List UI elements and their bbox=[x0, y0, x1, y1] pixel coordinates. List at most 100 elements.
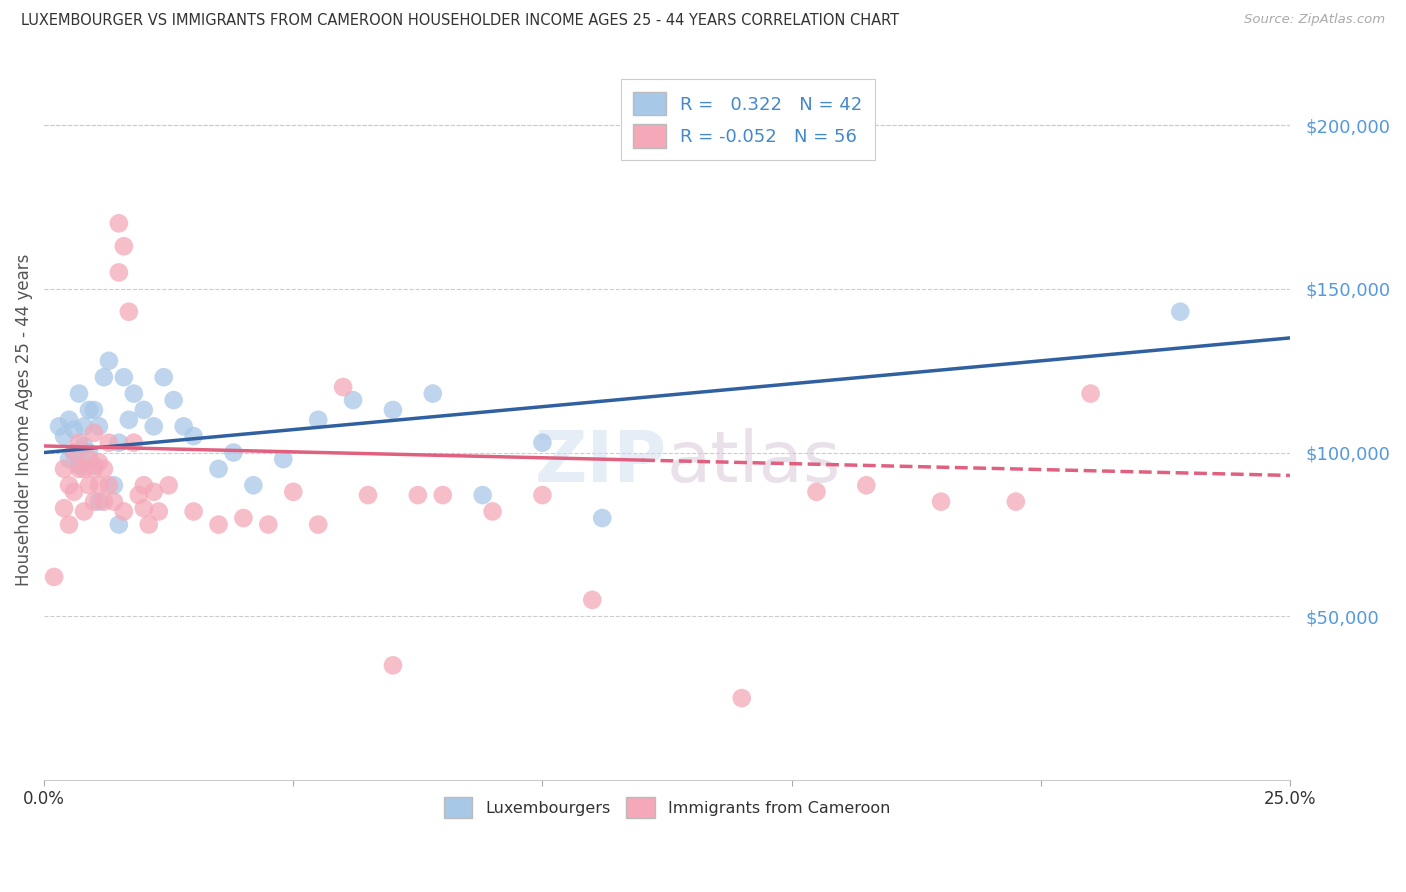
Point bbox=[855, 478, 877, 492]
Point bbox=[929, 494, 952, 508]
Point bbox=[93, 494, 115, 508]
Point bbox=[87, 419, 110, 434]
Point bbox=[332, 380, 354, 394]
Point bbox=[97, 478, 120, 492]
Point bbox=[242, 478, 264, 492]
Point bbox=[381, 658, 404, 673]
Y-axis label: Householder Income Ages 25 - 44 years: Householder Income Ages 25 - 44 years bbox=[15, 253, 32, 586]
Point bbox=[122, 386, 145, 401]
Point bbox=[142, 484, 165, 499]
Point bbox=[77, 403, 100, 417]
Point bbox=[406, 488, 429, 502]
Point bbox=[87, 478, 110, 492]
Point bbox=[63, 445, 86, 459]
Point bbox=[1168, 304, 1191, 318]
Point bbox=[58, 452, 80, 467]
Point bbox=[112, 239, 135, 253]
Point bbox=[108, 435, 131, 450]
Point bbox=[73, 462, 96, 476]
Point bbox=[381, 403, 404, 417]
Point bbox=[77, 452, 100, 467]
Point bbox=[1080, 386, 1102, 401]
Point bbox=[283, 484, 305, 499]
Point bbox=[67, 386, 90, 401]
Point bbox=[152, 370, 174, 384]
Point bbox=[87, 455, 110, 469]
Point bbox=[87, 494, 110, 508]
Point bbox=[48, 419, 70, 434]
Point bbox=[97, 435, 120, 450]
Point bbox=[83, 425, 105, 440]
Point bbox=[307, 413, 329, 427]
Point bbox=[806, 484, 828, 499]
Point bbox=[83, 458, 105, 473]
Legend: Luxembourgers, Immigrants from Cameroon: Luxembourgers, Immigrants from Cameroon bbox=[436, 789, 898, 826]
Point bbox=[432, 488, 454, 502]
Point bbox=[67, 458, 90, 473]
Point bbox=[128, 488, 150, 502]
Point bbox=[531, 435, 554, 450]
Text: Source: ZipAtlas.com: Source: ZipAtlas.com bbox=[1244, 13, 1385, 27]
Point bbox=[142, 419, 165, 434]
Point bbox=[97, 354, 120, 368]
Point bbox=[118, 413, 141, 427]
Point bbox=[63, 423, 86, 437]
Point bbox=[422, 386, 444, 401]
Point bbox=[108, 216, 131, 230]
Point bbox=[58, 413, 80, 427]
Point bbox=[132, 403, 155, 417]
Point bbox=[581, 592, 603, 607]
Point bbox=[307, 517, 329, 532]
Point bbox=[183, 429, 205, 443]
Point bbox=[132, 501, 155, 516]
Point bbox=[232, 511, 254, 525]
Point bbox=[271, 452, 294, 467]
Text: LUXEMBOURGER VS IMMIGRANTS FROM CAMEROON HOUSEHOLDER INCOME AGES 25 - 44 YEARS C: LUXEMBOURGER VS IMMIGRANTS FROM CAMEROON… bbox=[21, 13, 900, 29]
Point bbox=[63, 445, 86, 459]
Point bbox=[83, 403, 105, 417]
Point bbox=[42, 570, 65, 584]
Point bbox=[163, 393, 186, 408]
Point bbox=[63, 484, 86, 499]
Point bbox=[73, 419, 96, 434]
Point bbox=[103, 494, 125, 508]
Point bbox=[173, 419, 195, 434]
Point bbox=[1004, 494, 1026, 508]
Point bbox=[731, 691, 754, 706]
Point bbox=[257, 517, 280, 532]
Point bbox=[148, 504, 170, 518]
Point bbox=[112, 504, 135, 518]
Point bbox=[103, 478, 125, 492]
Point bbox=[77, 445, 100, 459]
Point bbox=[73, 504, 96, 518]
Text: ZIP: ZIP bbox=[534, 428, 666, 498]
Point bbox=[93, 370, 115, 384]
Point bbox=[342, 393, 364, 408]
Point bbox=[58, 517, 80, 532]
Point bbox=[122, 435, 145, 450]
Point bbox=[112, 370, 135, 384]
Point bbox=[138, 517, 160, 532]
Point bbox=[531, 488, 554, 502]
Point bbox=[471, 488, 494, 502]
Point bbox=[83, 462, 105, 476]
Point bbox=[357, 488, 380, 502]
Point bbox=[118, 304, 141, 318]
Point bbox=[183, 504, 205, 518]
Point bbox=[83, 494, 105, 508]
Point bbox=[591, 511, 613, 525]
Point bbox=[93, 462, 115, 476]
Point bbox=[73, 439, 96, 453]
Text: atlas: atlas bbox=[666, 428, 841, 498]
Point bbox=[207, 517, 229, 532]
Point bbox=[108, 265, 131, 279]
Point bbox=[58, 478, 80, 492]
Point bbox=[157, 478, 180, 492]
Point bbox=[67, 435, 90, 450]
Point bbox=[53, 429, 76, 443]
Point bbox=[207, 462, 229, 476]
Point bbox=[108, 517, 131, 532]
Point bbox=[77, 478, 100, 492]
Point bbox=[53, 462, 76, 476]
Point bbox=[67, 462, 90, 476]
